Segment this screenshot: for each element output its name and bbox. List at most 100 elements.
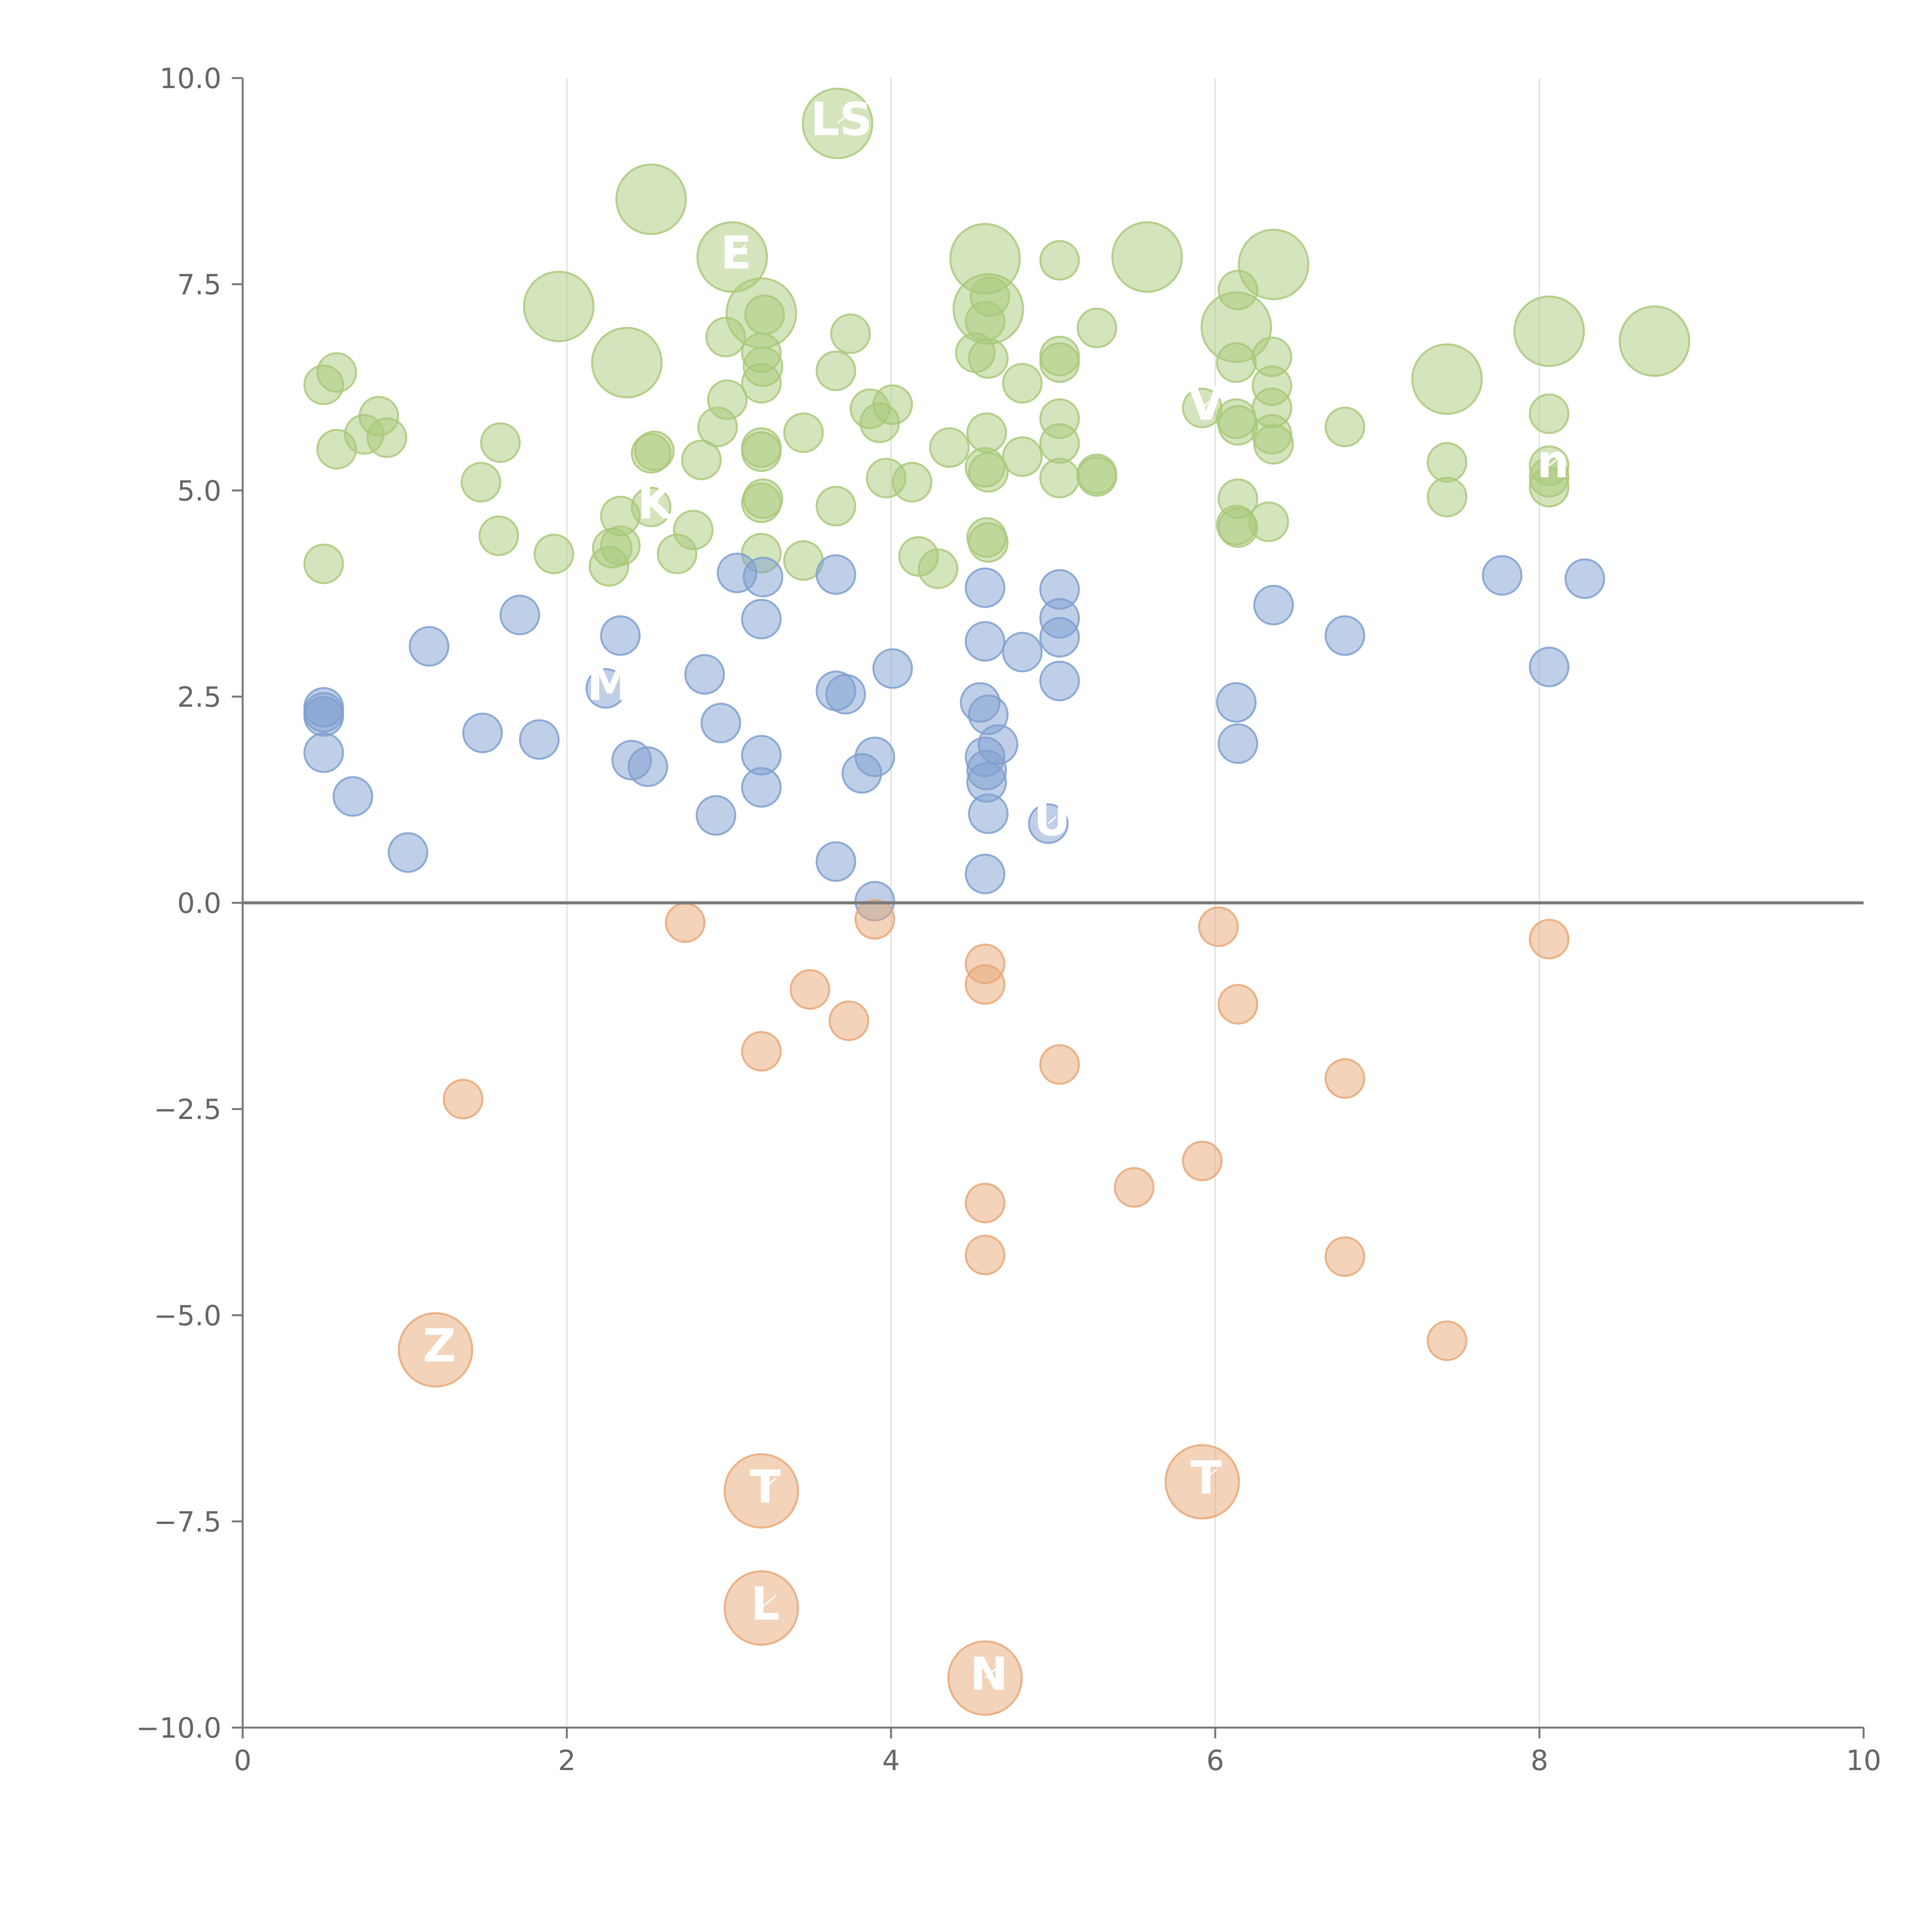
bubble-high: [1039, 240, 1080, 281]
label-leader-line: [1202, 1468, 1218, 1483]
bubble-negative: [741, 1031, 782, 1072]
bubble-low: [1564, 558, 1605, 599]
bubble-high: [892, 462, 933, 503]
bubble-high: [859, 402, 900, 443]
x-tick-label: 2: [558, 1744, 576, 1777]
bubble-high: [1427, 442, 1468, 483]
bubble-negative: [1218, 984, 1259, 1025]
bubble-label: Z: [423, 1319, 456, 1372]
bubble-low: [1002, 632, 1043, 673]
x-tick-label: 4: [882, 1744, 900, 1777]
label-leader-line: [1202, 400, 1211, 409]
x-tick-label: 6: [1206, 1744, 1224, 1777]
bubble-high: [1218, 405, 1259, 446]
bubble-low: [743, 556, 784, 597]
label-leader-line: [731, 244, 747, 258]
bubble-high: [1039, 423, 1080, 464]
bubble-negative: [665, 902, 706, 943]
y-tick-label: 7.5: [177, 269, 221, 301]
bubble-high: [1218, 270, 1259, 311]
bubble-low: [1039, 660, 1080, 701]
bubble-high: [1077, 456, 1117, 497]
bubble-high: [741, 363, 782, 404]
bubble-negative: [828, 1000, 869, 1041]
bubble-high: [1002, 363, 1043, 404]
bubble-low: [1253, 585, 1294, 626]
label-leader-line: [761, 1477, 777, 1492]
bubble-high: [918, 548, 959, 589]
tick-labels: 10.0 7.5 5.0 2.5 0.0 −2.5 −5.0 −7.5 −10.0 0 2 4 6 8 10: [136, 62, 1881, 1777]
bubble-low: [964, 621, 1005, 662]
bubble-low: [741, 767, 782, 808]
bubble-high: [1513, 295, 1585, 367]
bubble-label: N: [970, 1647, 1008, 1701]
bubble-high: [968, 522, 1009, 563]
bubble-low: [519, 719, 560, 760]
label-leader-line: [1048, 816, 1057, 825]
bubbles: [303, 87, 1690, 1716]
bubble-high: [303, 364, 344, 405]
bubble-negative: [1529, 918, 1570, 959]
bubble-high: [815, 486, 856, 527]
y-tick-label: 10.0: [160, 62, 221, 95]
label-leader-line: [650, 499, 660, 508]
bubble-high: [1529, 467, 1570, 508]
bubble-low: [600, 615, 641, 656]
y-tick-label: 5.0: [177, 474, 221, 507]
bubble-high: [1427, 476, 1468, 517]
y-tick-label: −7.5: [154, 1505, 221, 1538]
bubble-label: LS: [810, 92, 872, 146]
bubble-low: [1216, 682, 1257, 723]
bubble-high: [1039, 342, 1080, 383]
bubble-low: [499, 595, 540, 636]
bubble-negative: [1114, 1167, 1155, 1208]
bubble-label: E: [721, 226, 752, 279]
bubble-low: [684, 654, 725, 695]
bubble-negative: [964, 964, 1005, 1005]
bubble-high: [1253, 424, 1294, 465]
bubble-high: [1002, 436, 1043, 477]
bubble-label: V: [1189, 377, 1224, 430]
bubble-low: [303, 732, 344, 773]
bubble-low: [1039, 617, 1080, 658]
bubble-high: [316, 429, 357, 470]
bubble-low: [1325, 615, 1366, 656]
y-tick-label: 2.5: [177, 681, 221, 713]
bubble-label: K: [637, 476, 674, 529]
label-leader-line: [984, 1665, 1000, 1679]
bubble-high: [783, 412, 824, 453]
x-tick-label: 8: [1531, 1744, 1548, 1777]
bubble-low: [462, 713, 503, 753]
bubble-high: [1077, 308, 1117, 349]
bubble-label: T: [1190, 1451, 1222, 1504]
bubble-negative: [1325, 1236, 1366, 1277]
bubble-high: [681, 439, 722, 480]
bubble-low: [741, 599, 782, 639]
label-leader-line: [761, 1594, 777, 1609]
bubble-low: [332, 776, 373, 817]
bubble-high: [968, 452, 1009, 493]
bubble-negative: [964, 1235, 1005, 1276]
bubble-high: [533, 534, 574, 575]
bubble-label: n: [1537, 435, 1569, 488]
bubble-negative: [1182, 1141, 1223, 1182]
bubble-negative: [1325, 1058, 1366, 1099]
bubble-high: [1325, 406, 1366, 447]
bubble-label: M: [587, 658, 632, 711]
bubble-high: [303, 543, 344, 584]
bubble-negative: [789, 969, 830, 1010]
bubble-high: [1216, 342, 1257, 383]
bubble-label: U: [1034, 793, 1071, 846]
bubble-low: [303, 696, 344, 737]
bubble-low: [1218, 723, 1259, 764]
bubble-high: [366, 417, 407, 458]
bubble-label: T: [750, 1460, 781, 1513]
bubble-high: [478, 515, 519, 556]
bubble-high: [1411, 343, 1483, 415]
bubble-high: [591, 327, 663, 398]
bubble-low: [696, 795, 736, 836]
bubble-label: L: [751, 1577, 780, 1630]
bubble-high: [480, 422, 521, 463]
bubble-low: [628, 746, 668, 787]
bubble-low: [408, 626, 449, 667]
